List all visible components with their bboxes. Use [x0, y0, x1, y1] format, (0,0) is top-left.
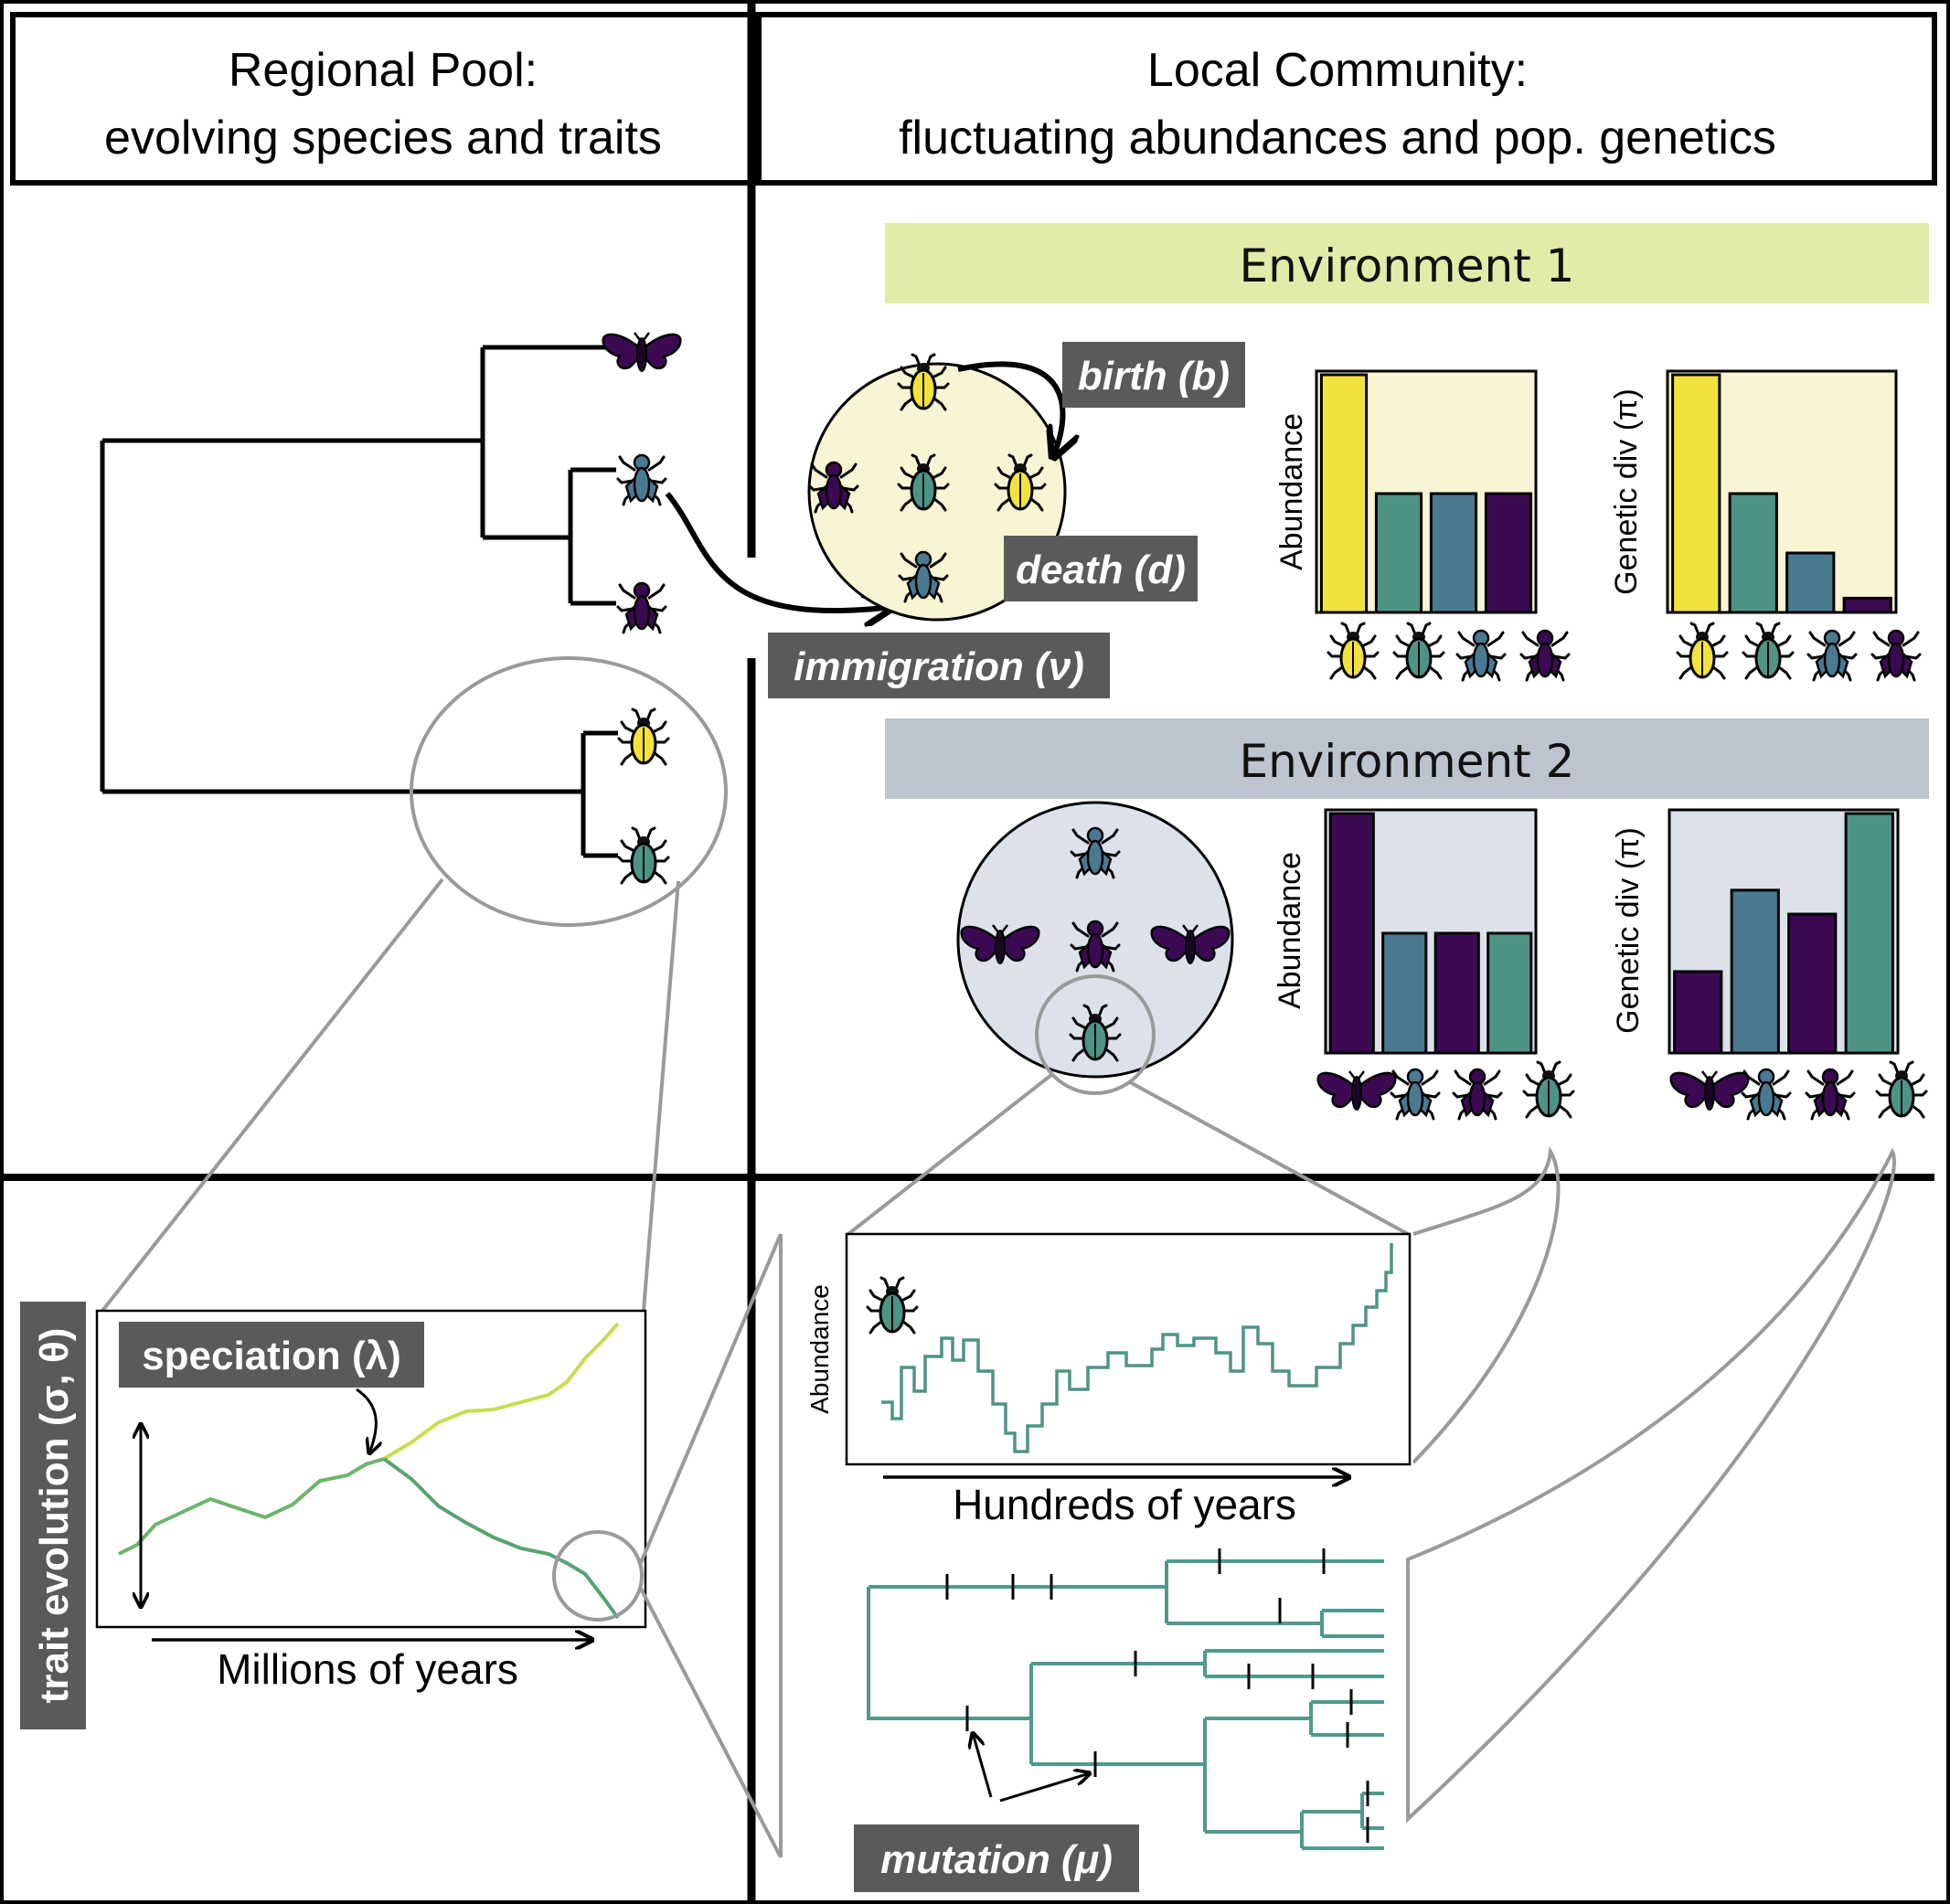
env1-abundance-ylabel: Abundance — [1274, 413, 1309, 570]
env1-abundance-bars — [1319, 373, 1533, 614]
beetle-icon — [617, 826, 670, 885]
bar-purple-fly — [1787, 912, 1838, 1055]
bar-blue-fly — [1429, 492, 1478, 614]
birth-label: birth (b) — [1062, 342, 1245, 408]
hundreds-of-years-label: Hundreds of years — [953, 1481, 1296, 1528]
fly-icon — [1519, 629, 1571, 682]
environment-1-title: Environment 1 — [1240, 239, 1575, 293]
moth-icon — [602, 331, 682, 373]
bar-blue-fly — [1730, 888, 1780, 1055]
svg-text:speciation (λ): speciation (λ) — [142, 1334, 401, 1378]
trait-lineage-ancestral — [118, 1457, 385, 1556]
clade-zoom-circle — [410, 656, 728, 927]
svg-text:birth (b): birth (b) — [1078, 354, 1230, 399]
environment-2-title: Environment 2 — [1240, 735, 1575, 788]
fly-icon — [1741, 1068, 1792, 1121]
birth-arrow — [957, 361, 1062, 457]
bar-yellow-beetle — [1671, 373, 1721, 614]
svg-text:trait evolution (σ, θ): trait evolution (σ, θ) — [32, 1328, 77, 1704]
abundance-timeseries-panel — [845, 1232, 1412, 1466]
abundance-zoom-bubble — [1412, 1145, 1561, 1464]
environment-2-banner — [885, 718, 1929, 799]
svg-text:death (d): death (d) — [1016, 548, 1186, 592]
moth-icon — [1669, 1069, 1750, 1112]
mutation-label: mutation (μ) — [854, 1824, 1139, 1892]
bar-green-beetle — [1844, 812, 1894, 1055]
local-header-box — [756, 12, 1937, 186]
trait-lineage-yellow — [382, 1322, 620, 1461]
regional-phylogeny — [100, 345, 618, 858]
timeseries-ylabel: Abundance — [805, 1284, 834, 1414]
fly-icon — [1870, 629, 1922, 682]
bar-green-beetle — [1728, 492, 1778, 614]
zoom-line — [1129, 1080, 1409, 1236]
bar-blue-fly — [1381, 931, 1428, 1055]
trait-lineage-green — [382, 1457, 620, 1620]
beetle-icon — [617, 707, 670, 766]
local-title: Local Community: — [1147, 44, 1528, 97]
fly-icon — [1805, 1068, 1856, 1121]
fly-icon — [616, 453, 667, 506]
bar-green-beetle — [1374, 492, 1423, 614]
bar-purple-moth — [1673, 970, 1723, 1055]
zoom-line — [642, 880, 680, 1312]
death-label: death (d) — [1004, 536, 1198, 601]
zoom-line — [638, 1586, 783, 1858]
genetic-zoom-bubble — [1406, 1147, 1896, 1824]
bar-yellow-beetle — [1319, 373, 1369, 614]
env2-genetic-ylabel: Genetic div (π) — [1611, 827, 1646, 1034]
beetle-icon — [1742, 622, 1795, 680]
bar-blue-fly — [1785, 551, 1836, 614]
fly-icon — [1390, 1068, 1441, 1121]
bar-purple-fly — [1484, 492, 1533, 614]
svg-text:mutation (μ): mutation (μ) — [880, 1837, 1113, 1882]
env2-genetic-bars — [1673, 812, 1894, 1055]
speciation-arrow — [356, 1388, 376, 1453]
gene-tree — [867, 1548, 1384, 1850]
beetle-icon — [1392, 622, 1445, 680]
environment-1-banner — [885, 223, 1929, 303]
abundance-timeseries-line — [881, 1243, 1393, 1453]
env2-abundance-ylabel: Abundance — [1273, 852, 1307, 1009]
zoom-line — [101, 878, 444, 1313]
speciation-label: speciation (λ) — [119, 1322, 424, 1388]
trait-evolution-label: trait evolution (σ, θ) — [20, 1302, 86, 1729]
bar-purple-moth — [1328, 812, 1375, 1055]
fly-icon — [1806, 629, 1858, 682]
fly-icon — [616, 581, 667, 634]
community-1-circle — [807, 362, 1067, 622]
fly-icon — [1455, 629, 1507, 682]
moth-icon — [1316, 1069, 1397, 1112]
bar-purple-fly — [1842, 596, 1892, 614]
zoom-line — [638, 1233, 783, 1566]
regional-subtitle: evolving species and traits — [104, 112, 662, 165]
individual-zoom-circle — [1035, 974, 1156, 1095]
env2-abundance-bars — [1328, 812, 1533, 1055]
fly-icon — [1452, 1068, 1503, 1121]
local-subtitle: fluctuating abundances and pop. genetics — [899, 112, 1776, 165]
beetle-icon — [1522, 1060, 1575, 1119]
bar-purple-fly — [1433, 931, 1480, 1055]
env1-genetic-bars — [1671, 373, 1892, 614]
immigration-arrow — [665, 492, 892, 611]
svg-text:immigration (ν): immigration (ν) — [794, 644, 1084, 689]
millions-of-years-label: Millions of years — [217, 1645, 518, 1693]
beetle-icon — [1875, 1060, 1928, 1119]
zoom-line — [847, 1073, 1053, 1236]
lineage-zoom-circle — [552, 1530, 644, 1622]
immigration-label: immigration (ν) — [768, 633, 1110, 698]
bar-green-beetle — [1486, 931, 1533, 1055]
regional-title: Regional Pool: — [229, 44, 538, 97]
beetle-icon — [1327, 622, 1380, 680]
env1-genetic-ylabel: Genetic div (π) — [1609, 388, 1644, 595]
beetle-icon — [1676, 622, 1729, 680]
